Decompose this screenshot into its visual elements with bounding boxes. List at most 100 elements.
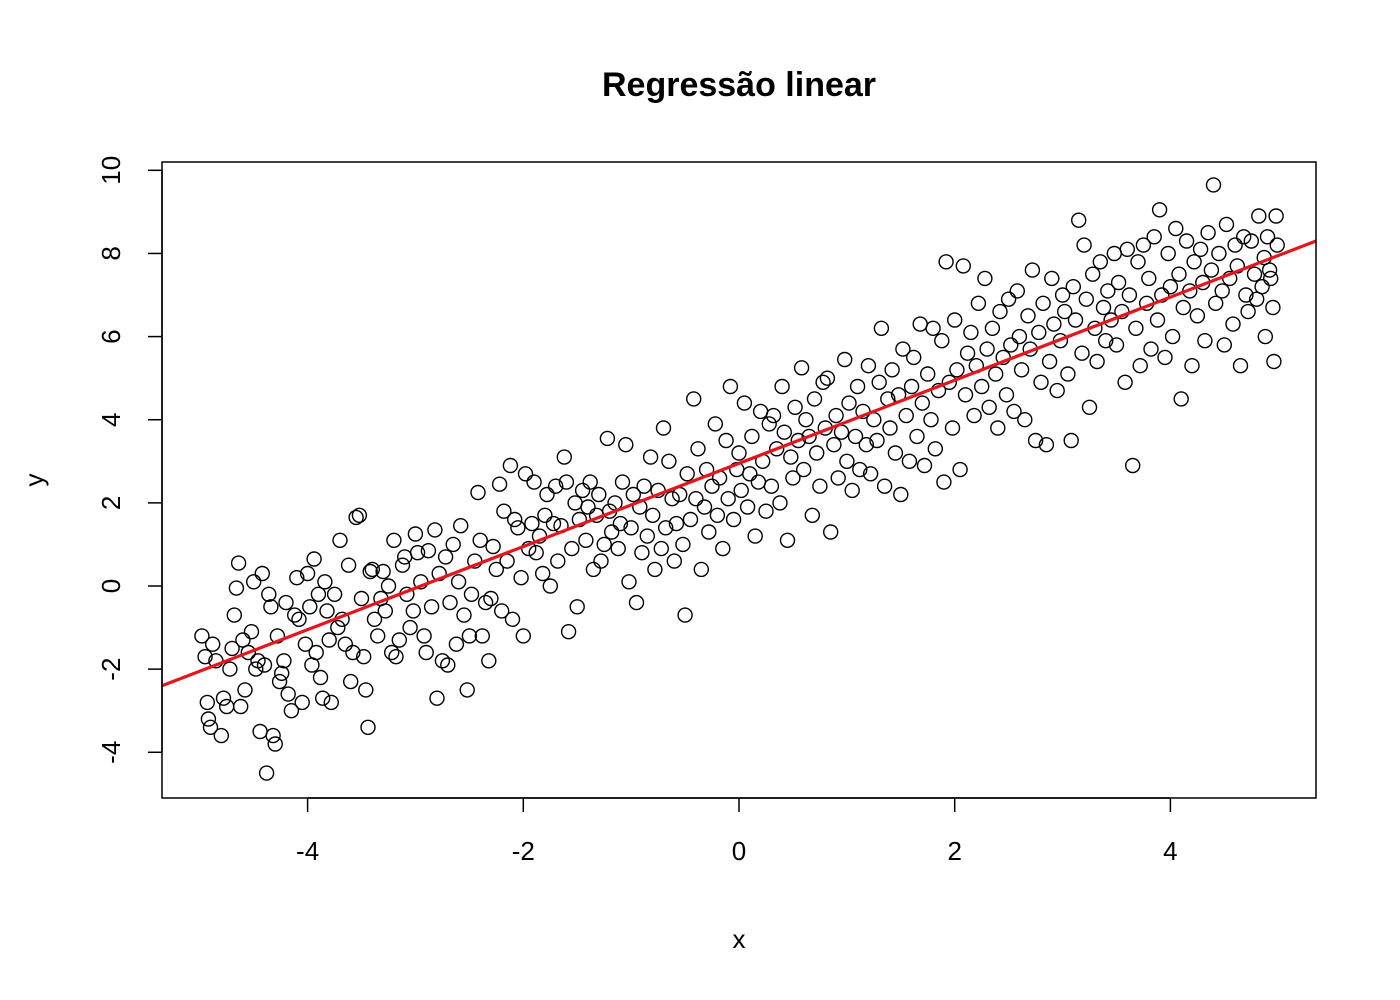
data-point: [804, 507, 820, 523]
data-point: [776, 424, 792, 440]
data-point: [485, 538, 501, 555]
data-point: [256, 657, 273, 673]
data-point: [343, 673, 359, 690]
data-point: [998, 387, 1015, 403]
data-point: [618, 437, 634, 453]
data-point: [1132, 358, 1148, 374]
data-point: [1124, 457, 1141, 474]
data-point: [725, 511, 742, 528]
data-point: [1046, 316, 1062, 332]
data-point: [801, 428, 817, 445]
data-point: [237, 682, 253, 698]
data-point: [860, 358, 877, 374]
data-point: [826, 437, 842, 453]
data-point: [884, 362, 900, 378]
data-point: [423, 599, 440, 615]
data-point: [230, 555, 247, 571]
data-point: [1135, 237, 1152, 253]
data-point: [639, 528, 655, 544]
x-tick-label: 0: [732, 836, 746, 866]
data-point: [418, 644, 434, 661]
data-point: [742, 466, 758, 482]
data-point: [405, 603, 421, 619]
data-point: [323, 694, 339, 711]
data-point: [224, 640, 240, 657]
data-point: [761, 416, 777, 432]
data-point: [955, 258, 971, 274]
data-point: [1216, 337, 1233, 353]
data-point: [733, 482, 749, 499]
data-point: [384, 644, 400, 661]
data-point: [675, 536, 691, 553]
data-point: [1092, 254, 1109, 270]
y-tick-label: 8: [96, 246, 126, 260]
data-point: [1268, 208, 1284, 224]
data-point: [491, 476, 508, 492]
data-point: [1117, 374, 1133, 390]
data-point: [696, 499, 713, 515]
data-point: [548, 478, 564, 494]
data-point: [682, 511, 699, 528]
data-point: [409, 545, 426, 561]
data-point: [459, 682, 475, 698]
data-point: [297, 636, 314, 652]
data-point: [1225, 316, 1241, 332]
data-point: [1020, 308, 1036, 324]
data-point: [841, 395, 857, 411]
data-point: [535, 565, 551, 582]
data-point: [1074, 345, 1090, 361]
data-point: [1251, 208, 1267, 224]
data-point: [416, 628, 432, 644]
data-point: [914, 395, 930, 411]
scatter-points: [194, 177, 1285, 781]
data-point: [830, 470, 846, 486]
data-point: [763, 478, 780, 494]
data-point: [1078, 291, 1095, 307]
data-point: [437, 549, 454, 565]
data-point: [1006, 403, 1022, 420]
data-point: [1108, 337, 1125, 353]
data-point: [248, 661, 264, 677]
data-point: [1151, 202, 1168, 218]
data-point: [1103, 312, 1119, 328]
data-point: [610, 540, 626, 557]
data-point: [252, 723, 268, 740]
data-point: [215, 690, 232, 706]
data-point: [1162, 279, 1179, 295]
data-point: [988, 366, 1004, 382]
data-point: [258, 765, 275, 781]
data-point: [1095, 299, 1112, 316]
data-point: [1184, 358, 1200, 374]
data-point: [901, 453, 918, 469]
data-point: [1060, 366, 1076, 382]
data-point: [375, 563, 391, 580]
data-point: [222, 661, 238, 677]
data-point: [1035, 295, 1051, 311]
data-point: [377, 603, 393, 619]
data-point: [1027, 432, 1044, 449]
data-point: [287, 607, 303, 623]
x-tick-label: -4: [296, 836, 319, 866]
data-point: [1168, 220, 1184, 237]
data-point: [420, 543, 437, 559]
data-point: [704, 478, 720, 494]
y-tick-label: 6: [96, 329, 126, 343]
data-point: [938, 254, 954, 270]
data-point: [957, 387, 974, 403]
data-point: [524, 515, 540, 532]
data-point: [370, 628, 386, 644]
data-point: [558, 474, 575, 490]
data-point: [243, 624, 260, 640]
data-point: [750, 474, 767, 490]
data-point: [477, 594, 494, 611]
data-point: [1084, 266, 1101, 282]
data-point: [1205, 177, 1222, 193]
x-axis: -4 -2 0 2 4: [296, 797, 1178, 866]
regression-line: [161, 239, 1317, 688]
data-point: [434, 653, 451, 669]
data-point: [1171, 266, 1187, 282]
data-point: [1100, 283, 1116, 299]
data-point: [1257, 328, 1274, 345]
data-point: [569, 599, 585, 615]
data-point: [690, 441, 706, 457]
